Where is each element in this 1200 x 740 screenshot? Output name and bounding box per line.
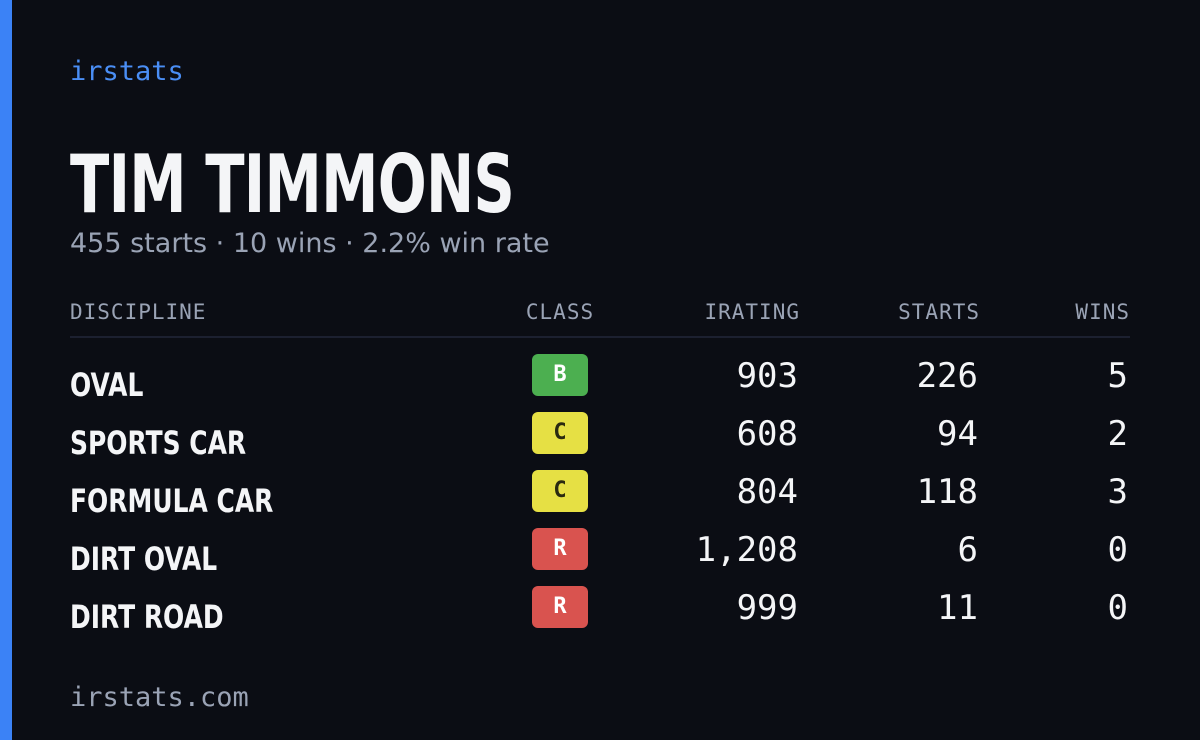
player-name: TIM TIMMONS: [70, 138, 515, 231]
wins: 3: [1107, 472, 1128, 512]
column-header: CLASS: [525, 300, 595, 324]
class-badge: B: [532, 354, 588, 396]
discipline: OVAL: [70, 366, 144, 404]
starts: 11: [937, 588, 978, 628]
class-badge: C: [532, 470, 588, 512]
player-summary: 455 starts · 10 wins · 2.2% win rate: [70, 228, 550, 259]
wins: 5: [1107, 356, 1128, 396]
discipline: FORMULA CAR: [70, 482, 274, 520]
column-header: IRATING: [704, 300, 800, 324]
class-badge: R: [532, 528, 588, 570]
wins: 0: [1107, 588, 1128, 628]
header-rule: [70, 336, 1130, 338]
discipline: DIRT OVAL: [70, 540, 218, 578]
column-header: WINS: [1075, 300, 1130, 324]
column-header: STARTS: [898, 300, 980, 324]
irating: 903: [736, 356, 798, 396]
irating: 999: [736, 588, 798, 628]
starts: 94: [937, 414, 978, 454]
accent-bar: [0, 0, 12, 740]
class-badge: C: [532, 412, 588, 454]
irating: 608: [736, 414, 798, 454]
wins: 0: [1107, 530, 1128, 570]
discipline: SPORTS CAR: [70, 424, 247, 462]
starts: 6: [957, 530, 978, 570]
irating: 804: [736, 472, 798, 512]
irating: 1,208: [695, 530, 798, 570]
class-badge: R: [532, 586, 588, 628]
brand: irstats: [70, 56, 184, 87]
wins: 2: [1107, 414, 1128, 454]
column-header: DISCIPLINE: [70, 300, 207, 324]
starts: 118: [916, 472, 978, 512]
discipline: DIRT ROAD: [70, 598, 224, 636]
starts: 226: [916, 356, 978, 396]
footer: irstats.com: [70, 682, 249, 713]
